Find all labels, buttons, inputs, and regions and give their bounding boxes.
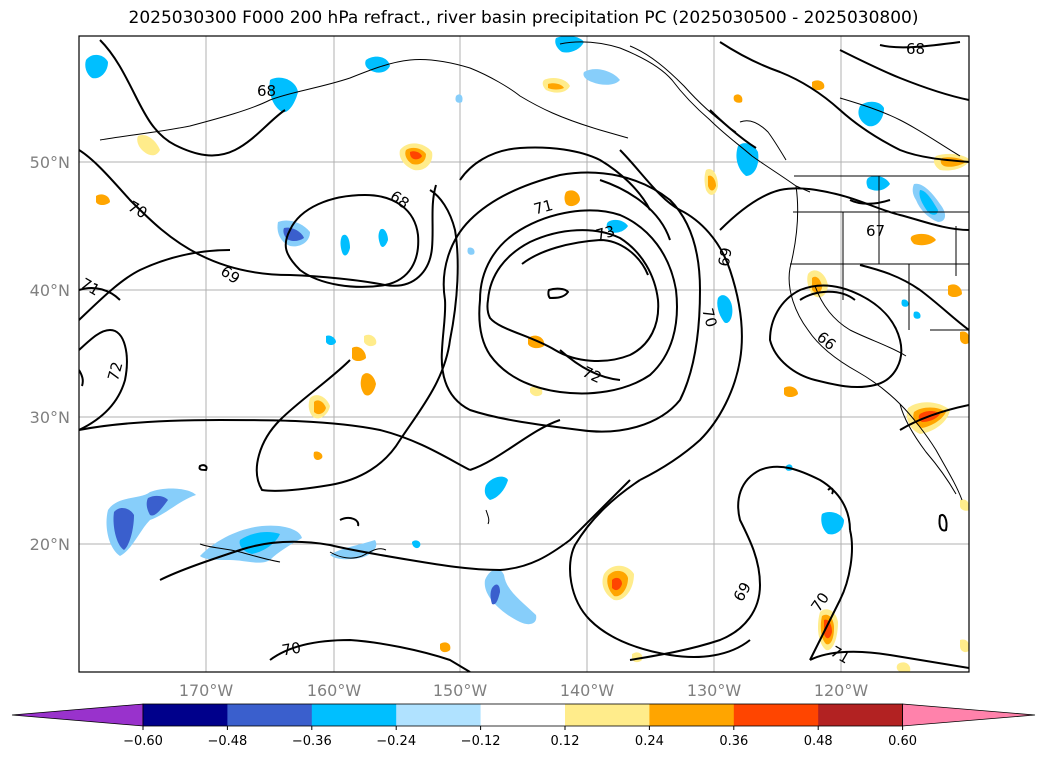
lon-label: 120°W (814, 681, 869, 700)
colorbar-tick-label: −0.48 (207, 734, 247, 749)
contour-label: 70 (280, 639, 302, 660)
colorbar-cell (818, 704, 904, 726)
colorbar-cell (311, 704, 397, 726)
longitude-labels: 170°W 160°W 150°W 140°W 130°W 120°W (179, 681, 869, 700)
lon-label: 130°W (687, 681, 742, 700)
lat-label: 30°N (30, 408, 70, 427)
colorbar-tick-label: 0.60 (888, 734, 917, 749)
colorbar-cell (227, 704, 313, 726)
colorbar-extend-max (902, 703, 1036, 727)
colorbar-frame (142, 703, 903, 727)
colorbar-extend-min (11, 703, 144, 727)
colorbar-tick-label: 0.24 (635, 734, 664, 749)
refractivity-contours (79, 39, 969, 672)
contour-label: 72 (104, 360, 126, 383)
contour-label: 69 (715, 246, 736, 268)
contour-label: 73 (594, 222, 617, 244)
lat-label: 50°N (30, 153, 70, 172)
lon-label: 140°W (560, 681, 615, 700)
coastlines (99, 41, 969, 563)
precip-shading (85, 36, 969, 672)
lat-label: 40°N (30, 281, 70, 300)
contour-label: 71 (77, 274, 103, 299)
lat-label: 20°N (30, 535, 70, 554)
map-title: 2025030300 F000 200 hPa refract., river … (128, 8, 919, 28)
colorbar-tick-label: −0.12 (461, 734, 501, 749)
colorbar-tick-label: 0.36 (719, 734, 748, 749)
contour-label: 68 (257, 82, 276, 100)
lon-label: 160°W (307, 681, 362, 700)
colorbar-tick-label: 0.48 (804, 734, 833, 749)
colorbar-cell (143, 704, 228, 726)
colorbar-tick-label: 0.12 (551, 734, 580, 749)
lon-label: 170°W (179, 681, 234, 700)
colorbar-cell (565, 704, 650, 726)
latitude-labels: 50°N 40°N 30°N 20°N (30, 153, 70, 554)
contour-label: 71 (532, 196, 555, 218)
colorbar-tick-label: −0.24 (376, 734, 416, 749)
graticule (79, 36, 969, 672)
colorbar-cell (733, 704, 819, 726)
colorbar-cell (480, 704, 566, 726)
colorbar: −0.60 −0.48 −0.36 −0.24 −0.12 0.12 0.24 0.36 0.4… (11, 703, 1036, 749)
colorbar-tick-label: −0.60 (123, 734, 163, 749)
contour-label: 68 (906, 40, 925, 58)
lon-label: 150°W (433, 681, 488, 700)
map-frame (78, 35, 970, 673)
colorbar-cell (396, 704, 482, 726)
colorbar-tick-label: −0.36 (292, 734, 332, 749)
map-panel: 68 68 68 70 71 72 69 71 73 72 69 70 67 6… (77, 35, 970, 673)
colorbar-cell (649, 704, 735, 726)
contour-label: 67 (866, 222, 885, 240)
contour-label: 70 (698, 306, 720, 329)
